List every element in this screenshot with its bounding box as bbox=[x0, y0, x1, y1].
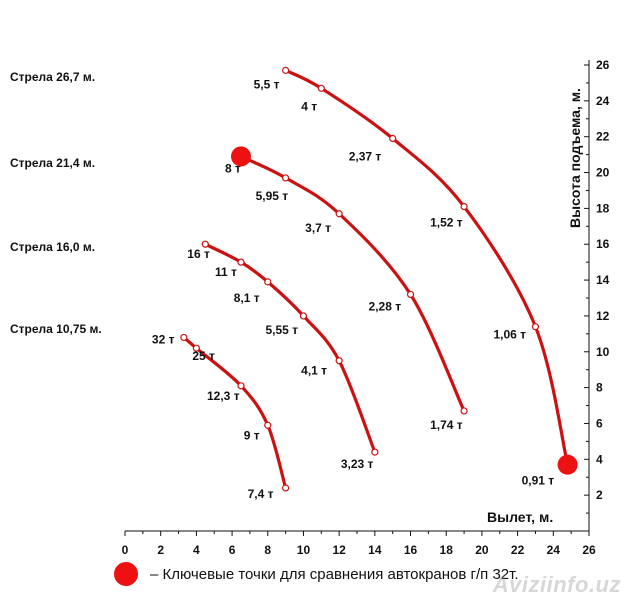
x-tick-label: 20 bbox=[475, 543, 489, 557]
y-axis-label: Высота подъема, м. bbox=[567, 88, 583, 228]
load-label: 4,1 т bbox=[301, 364, 327, 378]
curve-point-marker bbox=[335, 357, 343, 365]
curve-point-marker bbox=[264, 278, 272, 286]
curve-point-marker bbox=[317, 84, 325, 92]
y-tick-label: 10 bbox=[596, 345, 610, 359]
load-label: 5,5 т bbox=[254, 77, 280, 91]
y-tick-label: 26 bbox=[596, 58, 610, 72]
y-tick-label: 6 bbox=[596, 416, 603, 430]
curve-point-marker bbox=[237, 258, 245, 266]
y-tick-label: 22 bbox=[596, 130, 610, 144]
y-tick-label: 24 bbox=[596, 94, 610, 108]
watermark: Aviziinfo.uz bbox=[492, 572, 621, 597]
load-label: 9 т bbox=[244, 428, 260, 442]
y-tick-label: 8 bbox=[596, 381, 603, 395]
curve-point-marker bbox=[389, 134, 397, 143]
load-label: 7,4 т bbox=[248, 487, 274, 501]
boom-curve bbox=[284, 68, 570, 467]
curve-point-marker bbox=[201, 240, 209, 248]
x-tick-label: 26 bbox=[582, 543, 596, 557]
key-point-marker bbox=[557, 454, 578, 475]
y-tick-label: 14 bbox=[596, 273, 610, 287]
load-label: 2,37 т bbox=[349, 149, 382, 163]
load-label: 12,3 т bbox=[207, 389, 240, 403]
crane-load-chart: 0 2 4 6 8 10 12 14 16 18 20 22 24 2624681012141618202… bbox=[122, 58, 610, 557]
curve-point-marker bbox=[282, 66, 290, 74]
y-tick-label: 2 bbox=[596, 488, 603, 502]
boom-length-label: Стрела 16,0 м. bbox=[10, 239, 96, 254]
curve-point-marker bbox=[531, 323, 540, 331]
x-tick-label: 2 bbox=[157, 543, 164, 557]
x-tick-label: 8 bbox=[264, 543, 271, 557]
x-tick-label: 22 bbox=[511, 543, 525, 557]
boom-length-label: Стрела 21,4 м. bbox=[10, 155, 96, 170]
boom-curves bbox=[180, 66, 572, 492]
load-label: 11 т bbox=[215, 265, 237, 279]
load-label: 1,06 т bbox=[493, 328, 526, 342]
legend: – Ключевые точки для сравнения автокрано… bbox=[114, 560, 519, 588]
y-tick-label: 4 bbox=[596, 452, 603, 466]
x-tick-label: 6 bbox=[229, 543, 236, 557]
legend-text: – Ключевые точки для сравнения автокрано… bbox=[150, 565, 519, 583]
x-tick-label: 18 bbox=[440, 543, 454, 557]
y-tick-label: 12 bbox=[596, 309, 610, 323]
load-label: 4 т bbox=[301, 99, 317, 113]
curve-point-marker bbox=[180, 333, 188, 342]
load-label: 1,74 т bbox=[430, 418, 463, 432]
curve-point-marker bbox=[192, 344, 200, 352]
load-label: 2,28 т bbox=[369, 299, 402, 313]
x-tick-label: 10 bbox=[297, 543, 311, 557]
curve-point-marker bbox=[406, 290, 415, 299]
x-tick-label: 12 bbox=[332, 543, 346, 557]
load-label: 8,1 т bbox=[234, 291, 260, 305]
x-axis-label: Вылет, м. bbox=[487, 509, 553, 525]
boom-length-label: Стрела 26,7 м. bbox=[10, 69, 96, 84]
load-label: 32 т bbox=[152, 332, 175, 346]
y-tick-label: 18 bbox=[596, 201, 610, 215]
y-tick-label: 16 bbox=[596, 237, 610, 251]
load-label: 5,55 т bbox=[265, 323, 298, 337]
key-point-legend-icon bbox=[114, 562, 138, 586]
y-tick-label: 20 bbox=[596, 166, 610, 180]
key-points bbox=[231, 146, 578, 475]
curve-point-marker bbox=[460, 407, 468, 415]
x-tick-label: 16 bbox=[404, 543, 418, 557]
load-labels: 32 т 25 т 12,3 т 9 т 7,4 т 16 т 11 т 8,1 т 5,55 … bbox=[152, 77, 554, 501]
x-tick-label: 0 bbox=[122, 543, 129, 557]
key-point-marker bbox=[231, 146, 251, 167]
curve-point-marker bbox=[335, 210, 343, 218]
x-tick-label: 14 bbox=[368, 543, 382, 557]
x-tick-label: 4 bbox=[193, 543, 200, 557]
curve-point-marker bbox=[282, 484, 290, 492]
load-label: 3,23 т bbox=[341, 457, 374, 471]
curve-point-marker bbox=[237, 382, 245, 390]
boom-length-label: Стрела 10,75 м. bbox=[10, 322, 102, 337]
curve-point-marker bbox=[282, 174, 290, 182]
curve-point-marker bbox=[371, 448, 379, 456]
load-label: 16 т bbox=[187, 247, 210, 261]
load-label: 3,7 т bbox=[305, 221, 331, 235]
load-label: 25 т bbox=[192, 349, 215, 363]
load-label: 1,52 т bbox=[430, 216, 463, 230]
load-label: 0,91 т bbox=[522, 474, 555, 488]
x-tick-label: 24 bbox=[547, 543, 561, 557]
boom-curve bbox=[239, 154, 466, 413]
curve-point-marker bbox=[264, 421, 272, 429]
axes: 0 2 4 6 8 10 12 14 16 18 20 22 24 2624681012141618202… bbox=[122, 58, 610, 557]
curve-point-marker bbox=[460, 202, 468, 211]
load-label: 5,95 т bbox=[256, 189, 289, 203]
curve-point-marker bbox=[299, 312, 308, 320]
